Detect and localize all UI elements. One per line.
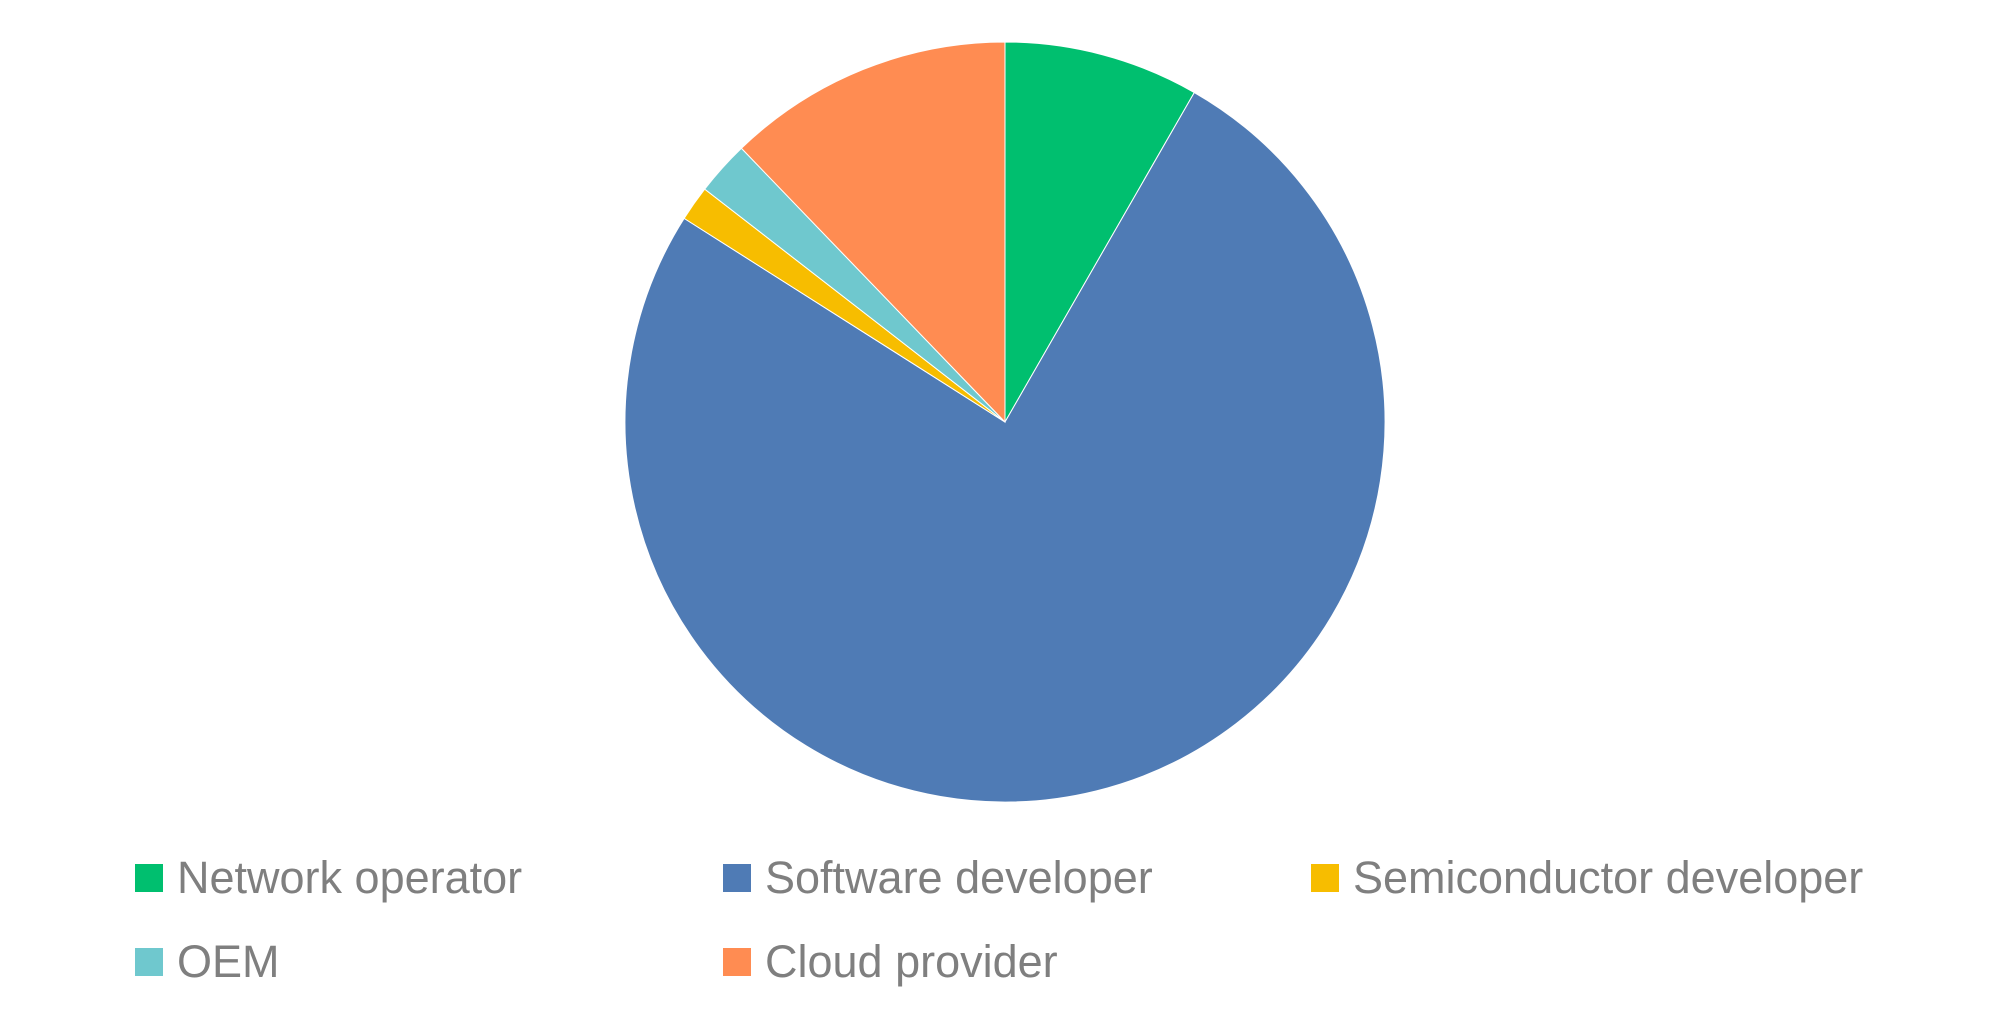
legend-item-semiconductor-developer: Semiconductor developer	[1311, 852, 1931, 904]
legend-label-cloud-provider: Cloud provider	[765, 936, 1058, 987]
pie-slice-cloud-provider	[740, 41, 1006, 424]
legend-label-software-developer: Software developer	[765, 852, 1153, 903]
chart-legend: Network operator Software developer Semi…	[135, 852, 1935, 988]
legend-label-network-operator: Network operator	[177, 852, 523, 903]
pie-slice-network-operator	[1004, 41, 1195, 424]
legend-item-oem: OEM	[135, 936, 723, 988]
legend-item-network-operator: Network operator	[135, 852, 723, 904]
legend-item-software-developer: Software developer	[723, 852, 1311, 904]
legend-swatch-cloud-provider	[723, 948, 751, 976]
legend-label-oem: OEM	[177, 936, 280, 987]
legend-swatch-oem	[135, 948, 163, 976]
legend-swatch-network-operator	[135, 864, 163, 892]
legend-swatch-semiconductor-developer	[1311, 864, 1339, 892]
legend-item-cloud-provider: Cloud provider	[723, 936, 1311, 988]
legend-swatch-software-developer	[723, 864, 751, 892]
legend-label-semiconductor-developer: Semiconductor developer	[1353, 852, 1864, 903]
pie-slice-software-developer	[624, 91, 1386, 803]
